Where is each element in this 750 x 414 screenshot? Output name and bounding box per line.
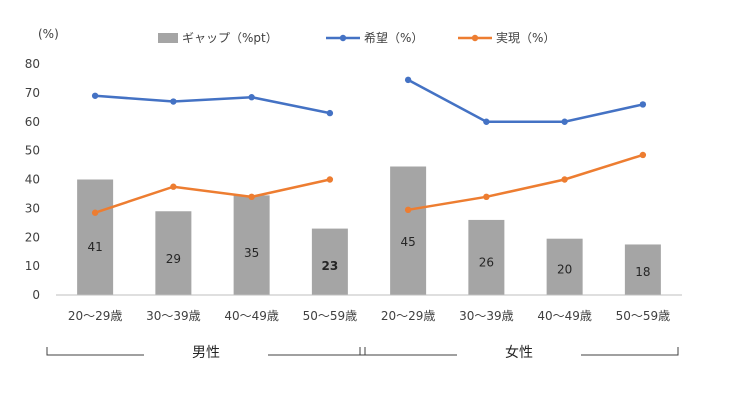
- series-point: [404, 206, 412, 214]
- x-tick-label: 50～59歳: [303, 309, 358, 323]
- series-point: [326, 176, 334, 183]
- legend-label: ギャップ（%pt）: [182, 31, 278, 45]
- bar: [468, 219, 505, 295]
- bar: [233, 195, 270, 295]
- series-point: [248, 193, 255, 201]
- group-bracket: [359, 347, 457, 356]
- group-labels: 男性 女性: [46, 344, 679, 361]
- bar-data-label: 45: [400, 235, 415, 249]
- y-tick-label: 0: [32, 288, 40, 302]
- bar-data-label: 26: [479, 255, 494, 269]
- group-bracket: [268, 347, 366, 356]
- bar-data-label: 41: [87, 240, 102, 254]
- legend-marker: [471, 34, 479, 42]
- y-axis: 0 10 20 30 40 50 60 70 80: [25, 57, 40, 302]
- series-point: [91, 92, 99, 99]
- x-axis-categories: 20～29歳 30～39歳 40～49歳 50～59歳 20～29歳 30～39歳 40～4…: [68, 309, 670, 323]
- bar: [155, 211, 192, 295]
- legend-marker: [339, 34, 347, 42]
- series-point: [561, 118, 568, 125]
- series-point: [483, 118, 490, 125]
- series-point: [639, 101, 647, 108]
- y-tick-label: 30: [25, 201, 40, 215]
- bar-data-label: 35: [244, 246, 259, 260]
- legend: ギャップ（%pt） 希望（%） 実現（%）: [158, 30, 555, 45]
- series-line: [407, 78, 644, 123]
- y-tick-label: 10: [25, 259, 40, 273]
- legend-label: 希望（%）: [364, 30, 423, 45]
- group-label: 女性: [505, 344, 533, 361]
- group-bracket: [46, 347, 144, 356]
- bar: [390, 166, 427, 295]
- bar-data-label: 20: [557, 263, 572, 277]
- group-label: 男性: [192, 345, 220, 361]
- series-point: [170, 183, 177, 190]
- series-point: [170, 98, 177, 105]
- x-tick-label: 30～39歳: [459, 309, 514, 323]
- series-point: [483, 193, 490, 201]
- series-line: [407, 153, 644, 212]
- x-tick-label: 40～49歳: [224, 309, 279, 323]
- bar: [77, 179, 114, 295]
- y-tick-label: 20: [25, 230, 40, 244]
- y-tick-label: 70: [25, 86, 40, 100]
- series-point: [561, 176, 568, 183]
- series-line: [94, 178, 331, 214]
- series-line: [95, 94, 331, 115]
- x-tick-label: 30～39歳: [146, 309, 201, 323]
- series-point: [326, 109, 334, 117]
- bar-data-label: 18: [635, 265, 650, 279]
- y-tick-label: 80: [25, 57, 40, 71]
- series-point: [248, 94, 255, 101]
- x-tick-label: 50～59歳: [616, 309, 671, 323]
- bar: [311, 228, 348, 295]
- bar-series: [77, 166, 661, 295]
- series-point: [91, 209, 99, 216]
- y-unit-label: (%): [38, 27, 59, 41]
- x-tick-label: 20～29歳: [68, 309, 123, 323]
- series-point: [404, 76, 412, 84]
- x-tick-label: 20～29歳: [381, 309, 436, 323]
- bar-data-label: 23: [322, 259, 339, 273]
- bar: [546, 238, 583, 295]
- y-tick-label: 60: [25, 115, 40, 129]
- x-tick-label: 40～49歳: [537, 309, 592, 323]
- legend-swatch: [158, 33, 178, 43]
- y-tick-label: 40: [25, 173, 40, 187]
- bar: [624, 244, 661, 295]
- series-point: [639, 151, 647, 159]
- bar-data-labels: 41 29 35 23 45 26 20 18: [87, 235, 650, 279]
- y-tick-label: 50: [25, 144, 40, 158]
- line-series: [91, 76, 647, 216]
- bar-data-label: 29: [166, 252, 181, 266]
- legend-label: 実現（%）: [496, 30, 555, 45]
- group-bracket: [581, 347, 679, 356]
